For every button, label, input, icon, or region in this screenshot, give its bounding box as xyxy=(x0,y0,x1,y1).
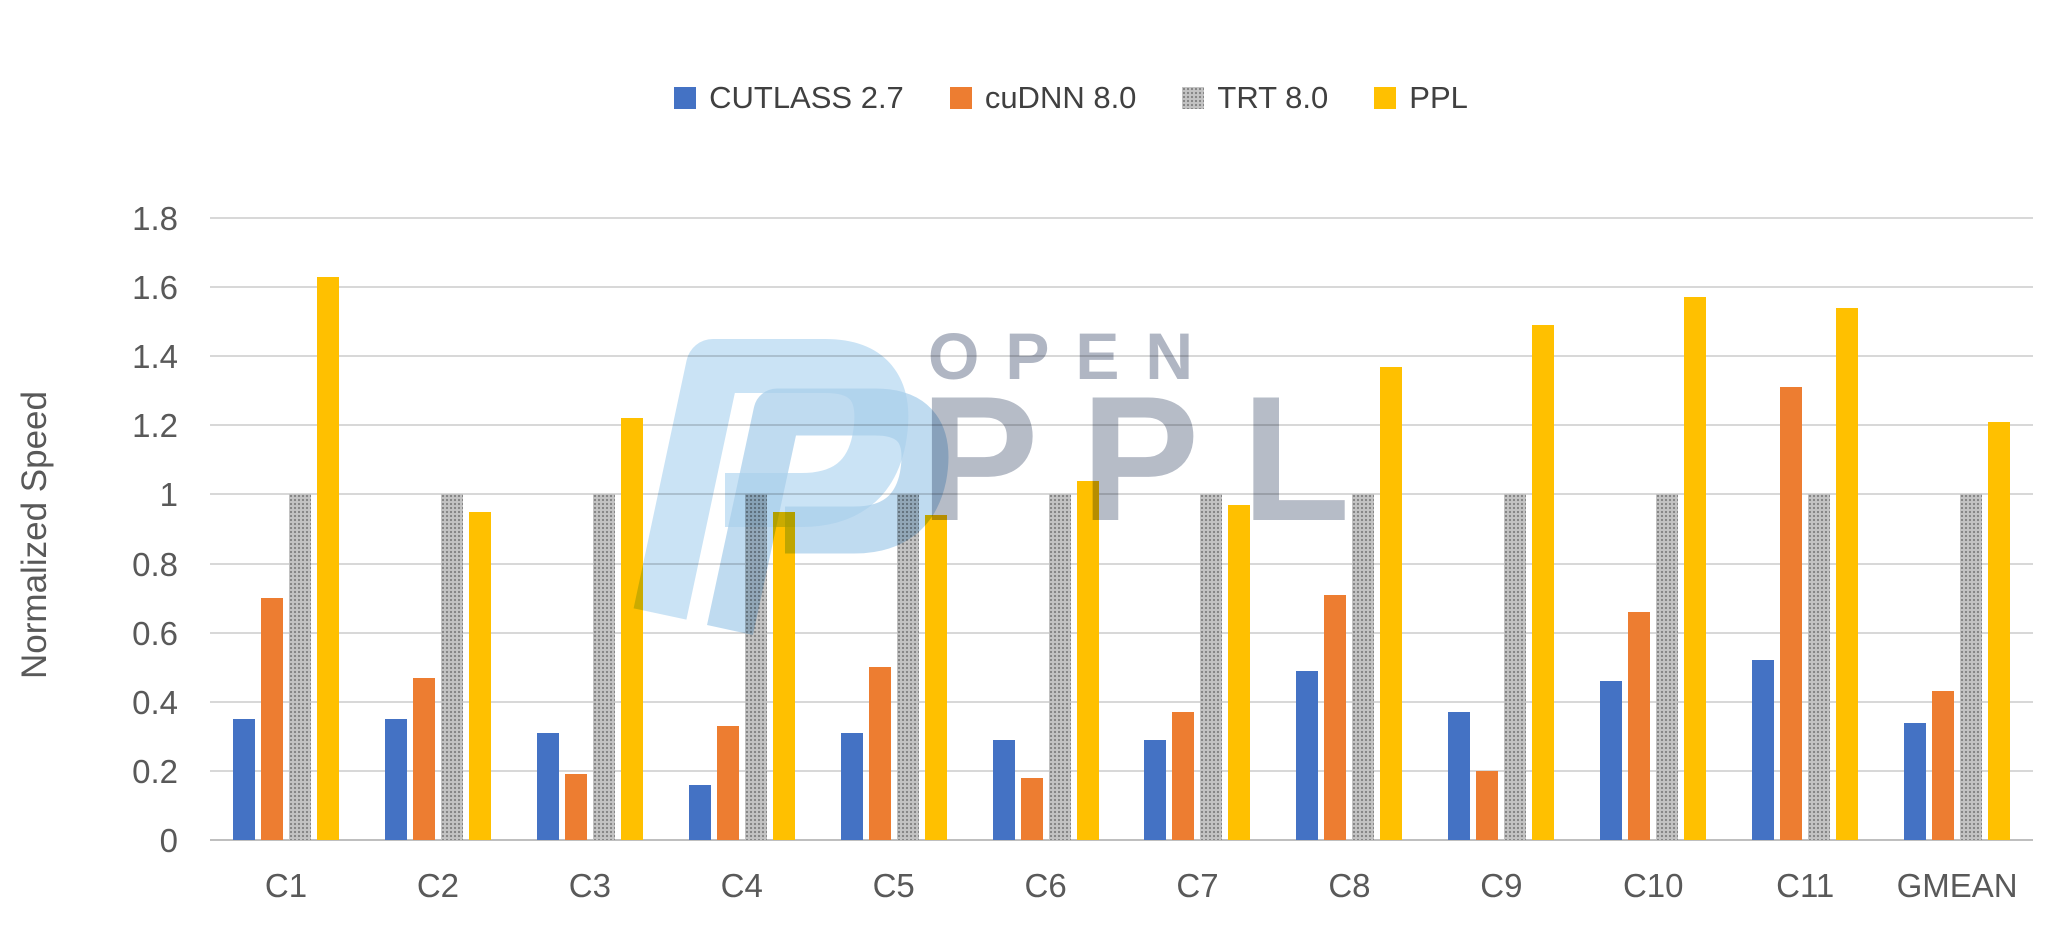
bar-cutlass-2-7-c8 xyxy=(1296,670,1319,840)
chart-legend: CUTLASS 2.7 cuDNN 8.0 TRT 8.0 PPL xyxy=(0,78,2052,118)
bar-trt-8-0-c10 xyxy=(1656,494,1679,840)
bar-trt-8-0-c8 xyxy=(1352,494,1375,840)
y-tick-label: 1.6 xyxy=(132,269,178,307)
gridline xyxy=(210,493,2033,496)
gridline xyxy=(210,217,2033,219)
bar-cutlass-2-7-c4 xyxy=(688,784,711,840)
bar-cutlass-2-7-c9 xyxy=(1448,712,1471,840)
gridline xyxy=(210,769,2033,772)
x-tick-label: C10 xyxy=(1622,867,1684,904)
bar-cutlass-2-7-c5 xyxy=(840,732,863,840)
x-tick-label: C11 xyxy=(1776,867,1835,904)
y-tick-label: 0.8 xyxy=(132,545,178,583)
bar-cudnn-8-0-c2 xyxy=(412,677,435,840)
legend-label: CUTLASS 2.7 xyxy=(709,80,904,115)
bar-cutlass-2-7-c6 xyxy=(992,739,1015,840)
legend-item-cudnn-8-0: cuDNN 8.0 xyxy=(949,80,1137,116)
y-tick-label: 0 xyxy=(159,822,178,859)
y-tick-label: 1 xyxy=(159,476,178,514)
gridline xyxy=(210,424,2033,427)
bar-trt-8-0-c7 xyxy=(1200,494,1223,840)
bar-ppl-c10 xyxy=(1684,297,1707,840)
bar-ppl-c11 xyxy=(1836,307,1859,840)
x-tick-label: GMEAN xyxy=(1896,867,2018,904)
bar-cudnn-8-0-gmean xyxy=(1932,691,1955,840)
x-tick-label: C2 xyxy=(416,867,459,904)
bar-trt-8-0-c4 xyxy=(744,494,767,840)
bar-ppl-c7 xyxy=(1228,504,1251,840)
bar-cudnn-8-0-c7 xyxy=(1172,712,1195,840)
bar-ppl-gmean xyxy=(1988,421,2011,840)
gridline xyxy=(210,631,2033,634)
bar-cudnn-8-0-c3 xyxy=(564,774,587,840)
x-tick-label: C4 xyxy=(720,867,763,904)
legend-item-cutlass-2-7: CUTLASS 2.7 xyxy=(674,80,904,116)
x-tick-label: C6 xyxy=(1024,867,1067,904)
bar-ppl-c2 xyxy=(468,511,491,840)
bar-ppl-c8 xyxy=(1380,366,1403,840)
y-tick-label: 1.4 xyxy=(132,338,178,376)
bar-cutlass-2-7-c10 xyxy=(1600,681,1623,840)
bar-trt-8-0-c6 xyxy=(1048,494,1071,840)
legend-label: PPL xyxy=(1409,80,1468,115)
bar-cudnn-8-0-c4 xyxy=(716,725,739,840)
bar-cutlass-2-7-c3 xyxy=(536,732,559,840)
gridline xyxy=(210,286,2033,289)
bar-cutlass-2-7-c1 xyxy=(232,719,255,840)
bar-ppl-c6 xyxy=(1076,480,1099,840)
legend-label: TRT 8.0 xyxy=(1217,80,1329,115)
x-tick-label: C9 xyxy=(1480,867,1523,904)
gridline xyxy=(210,355,2033,358)
y-tick-label: 0.2 xyxy=(132,752,178,790)
legend-swatch-icon xyxy=(1182,87,1205,109)
gridline xyxy=(210,562,2033,565)
x-tick-label: C1 xyxy=(264,867,308,904)
bar-cudnn-8-0-c9 xyxy=(1476,770,1499,840)
bar-ppl-c5 xyxy=(924,515,947,840)
bar-trt-8-0-c11 xyxy=(1808,494,1831,840)
bar-cudnn-8-0-c6 xyxy=(1020,777,1043,840)
gridline xyxy=(210,700,2033,703)
bar-trt-8-0-c2 xyxy=(440,494,463,840)
bar-trt-8-0-gmean xyxy=(1960,494,1983,840)
bar-trt-8-0-c1 xyxy=(288,494,311,840)
y-tick-label: 0.6 xyxy=(132,614,178,652)
legend-label: cuDNN 8.0 xyxy=(984,80,1137,115)
bar-cudnn-8-0-c8 xyxy=(1324,594,1347,840)
y-tick-label: 1.2 xyxy=(132,407,178,445)
bar-trt-8-0-c5 xyxy=(896,494,919,840)
bar-cutlass-2-7-c11 xyxy=(1752,660,1775,840)
bar-ppl-c9 xyxy=(1532,325,1555,840)
legend-swatch-icon xyxy=(949,87,972,109)
bar-cudnn-8-0-c11 xyxy=(1780,387,1803,840)
bar-cudnn-8-0-c1 xyxy=(260,598,283,840)
x-tick-label: C5 xyxy=(872,867,915,904)
legend-swatch-icon xyxy=(1374,87,1397,109)
bar-cutlass-2-7-c2 xyxy=(384,719,407,840)
legend-item-trt-8-0: TRT 8.0 xyxy=(1182,80,1328,116)
y-tick-label: 1.8 xyxy=(132,200,178,237)
x-axis-line xyxy=(210,839,2033,841)
bar-ppl-c1 xyxy=(316,276,339,840)
bar-ppl-c4 xyxy=(772,511,795,840)
bar-cutlass-2-7-gmean xyxy=(1904,722,1927,840)
bar-trt-8-0-c9 xyxy=(1504,494,1527,840)
legend-swatch-icon xyxy=(674,87,697,109)
bar-ppl-c3 xyxy=(620,418,643,840)
bar-cudnn-8-0-c10 xyxy=(1628,611,1651,840)
x-tick-label: C8 xyxy=(1328,867,1371,904)
bar-cutlass-2-7-c7 xyxy=(1144,739,1167,840)
x-tick-label: C3 xyxy=(568,867,611,904)
y-tick-label: 0.4 xyxy=(132,683,178,721)
bar-cudnn-8-0-c5 xyxy=(868,667,891,840)
x-tick-label: C7 xyxy=(1176,867,1219,904)
bar-trt-8-0-c3 xyxy=(592,494,615,840)
legend-item-ppl: PPL xyxy=(1374,80,1468,116)
